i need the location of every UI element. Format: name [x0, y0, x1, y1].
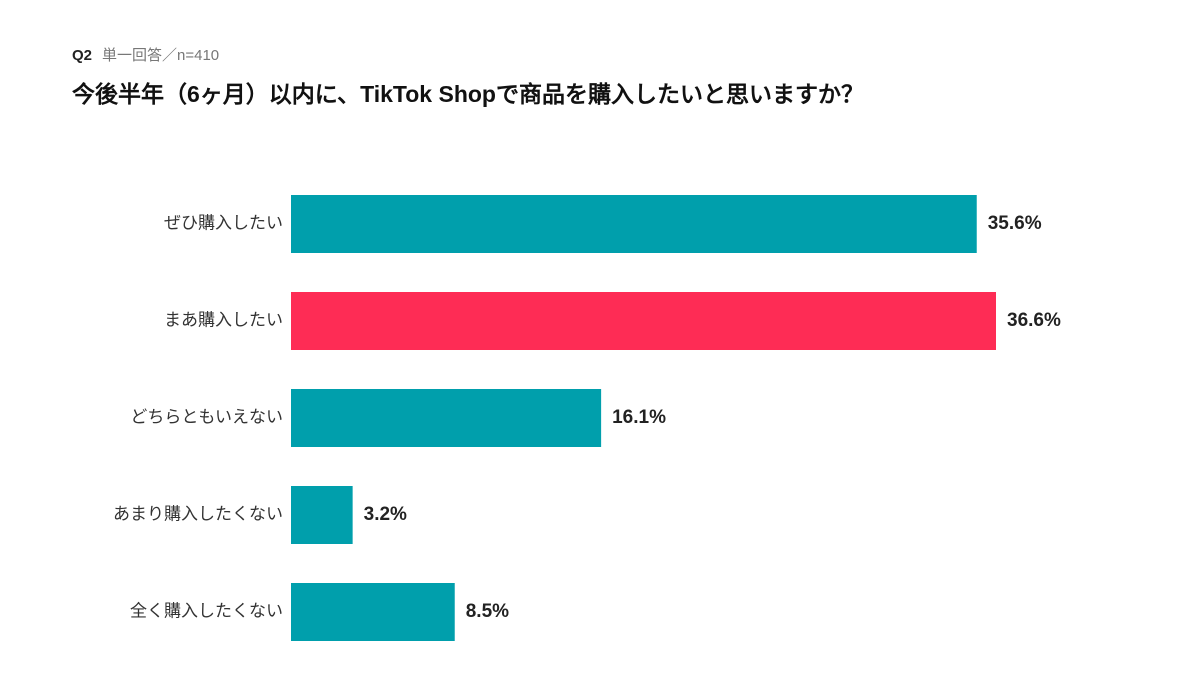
category-label: ぜひ購入したい [164, 213, 283, 232]
bar [291, 292, 996, 350]
bar [291, 583, 455, 641]
question-note: 単一回答／n=410 [102, 47, 219, 64]
bar [291, 195, 977, 253]
value-label: 8.5% [466, 601, 509, 622]
value-label: 3.2% [364, 504, 407, 525]
value-label: 36.6% [1007, 310, 1061, 331]
bar [291, 486, 353, 544]
value-label: 35.6% [988, 213, 1042, 234]
category-label: 全く購入したくない [130, 601, 283, 620]
category-label: あまり購入したくない [113, 504, 283, 523]
category-label: まあ購入したい [164, 310, 283, 329]
category-label: どちらともいえない [130, 407, 283, 426]
value-label: 16.1% [612, 407, 666, 428]
question-number: Q2 [72, 47, 92, 64]
bar [291, 389, 602, 447]
chart-title: 今後半年（6ヶ月）以内に、TikTok Shopで商品を購入したいと思いますか？ [72, 81, 864, 107]
